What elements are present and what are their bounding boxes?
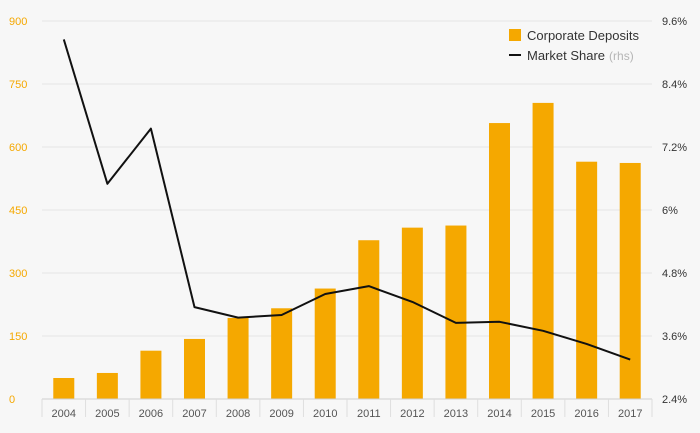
x-tick-label-2004: 2004 bbox=[52, 408, 76, 420]
x-tick-label-2008: 2008 bbox=[226, 408, 250, 420]
x-tick-label-2012: 2012 bbox=[400, 408, 424, 420]
legend: Corporate Deposits Market Share (rhs) bbox=[509, 28, 639, 63]
x-tick-label-2013: 2013 bbox=[444, 408, 468, 420]
y-left-tick-label: 450 bbox=[9, 205, 27, 217]
legend-swatch-corporate-deposits bbox=[509, 29, 521, 41]
y-left-tick-label: 300 bbox=[9, 268, 27, 280]
y-right-tick-label: 2.4% bbox=[662, 394, 687, 406]
gridlines bbox=[42, 20, 652, 337]
bar-2016 bbox=[576, 161, 598, 399]
x-tick-label-2014: 2014 bbox=[487, 408, 511, 420]
y-right-tick-label: 3.6% bbox=[662, 331, 687, 343]
bar-2004 bbox=[53, 378, 75, 399]
y-left-tick-label: 900 bbox=[9, 16, 27, 28]
legend-label-corporate-deposits: Corporate Deposits bbox=[527, 28, 639, 43]
y-right-tick-label: 9.6% bbox=[662, 16, 687, 28]
legend-label-market-share-suffix: (rhs) bbox=[609, 49, 634, 63]
y-right-tick-label: 8.4% bbox=[662, 79, 687, 91]
market-share-line bbox=[62, 39, 631, 361]
bar-2011 bbox=[358, 240, 380, 399]
bar-2008 bbox=[227, 317, 249, 399]
x-tick-label-2005: 2005 bbox=[95, 408, 119, 420]
x-tick-label-2007: 2007 bbox=[182, 408, 206, 420]
y-left-tick-label: 0 bbox=[9, 394, 15, 406]
bar-2010 bbox=[314, 288, 336, 399]
x-tick-label-2015: 2015 bbox=[531, 408, 555, 420]
y-left-tick-label: 750 bbox=[9, 79, 27, 91]
y-right-tick-label: 4.8% bbox=[662, 268, 687, 280]
axes: 0 150 300 450 600 750 900 2.4% 3.6% 4.8% 6% 7.2% 8.4… bbox=[9, 16, 687, 420]
bar-2017 bbox=[619, 162, 641, 399]
legend-label-market-share-name: Market Share bbox=[527, 48, 605, 63]
x-tick-label-2010: 2010 bbox=[313, 408, 337, 420]
y-left-tick-label: 150 bbox=[9, 331, 27, 343]
x-tick-label-2009: 2009 bbox=[269, 408, 293, 420]
x-tick-label-2011: 2011 bbox=[357, 408, 381, 420]
y-left-tick-label: 600 bbox=[9, 142, 27, 154]
legend-label-market-share: Market Share (rhs) bbox=[527, 48, 634, 63]
y-right-tick-label: 6% bbox=[662, 205, 678, 217]
bar-2005 bbox=[96, 372, 118, 399]
bar-2007 bbox=[184, 338, 205, 399]
x-tick-label-2016: 2016 bbox=[574, 408, 598, 420]
bar-2014 bbox=[489, 123, 510, 399]
bar-2009 bbox=[271, 308, 293, 399]
bar-series bbox=[53, 102, 641, 400]
y-right-tick-label: 7.2% bbox=[662, 142, 687, 154]
x-tick-label-2017: 2017 bbox=[618, 408, 642, 420]
line-series bbox=[62, 39, 631, 361]
x-tick-label-2006: 2006 bbox=[139, 408, 163, 420]
bar-2012 bbox=[401, 227, 423, 399]
bar-2015 bbox=[532, 102, 554, 400]
bar-2013 bbox=[445, 225, 467, 399]
bar-2006 bbox=[140, 350, 162, 399]
